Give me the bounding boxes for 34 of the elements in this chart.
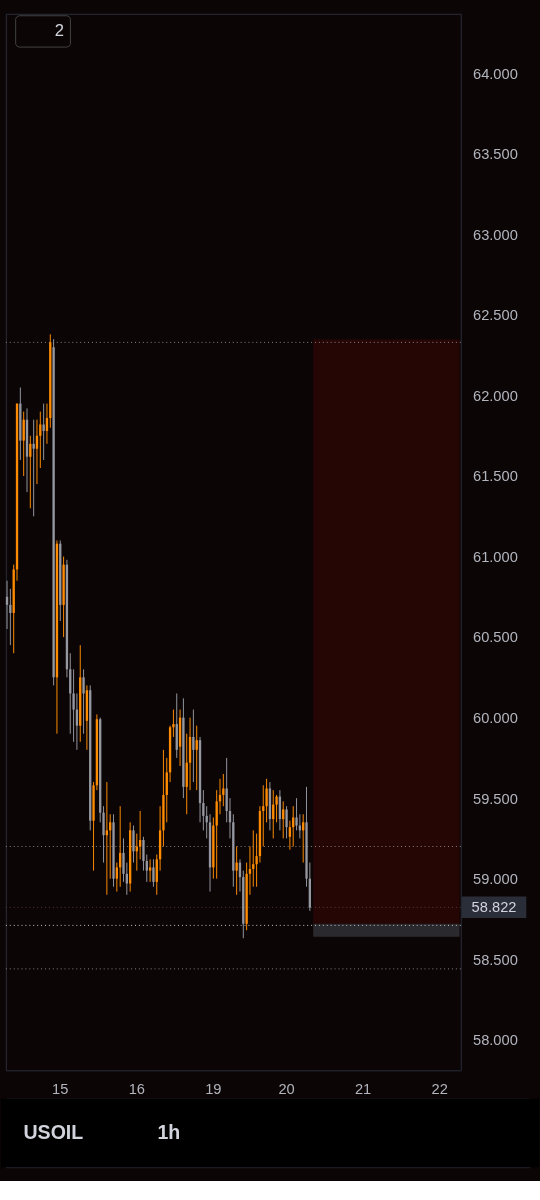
text: USOIL: [23, 1120, 84, 1143]
y-tick-label: 58.500: [472, 951, 518, 968]
y-tick-label: 60.500: [472, 629, 518, 646]
x-tick-label: 16: [128, 1081, 145, 1098]
y-tick-label: 62.000: [472, 387, 518, 404]
y-tick-label: 60.000: [472, 710, 518, 727]
candlestick: [152, 858, 155, 888]
candlestick: [115, 862, 119, 893]
annotation: 2: [54, 21, 65, 41]
y-tick-label: 58.000: [472, 1032, 518, 1049]
candlestick: [148, 858, 152, 883]
x-tick-label: 15: [52, 1081, 69, 1098]
candlestick: [285, 805, 288, 839]
y-tick-label: 62.500: [472, 307, 518, 324]
candlestick: [82, 668, 85, 735]
y-tick-label: 63.500: [472, 146, 518, 163]
y-tick-label: 59.500: [472, 790, 518, 807]
text: 1h: [157, 1120, 181, 1143]
candlestick: [32, 419, 35, 517]
y-tick-label: 64.000: [472, 65, 518, 82]
x-tick-label: 19: [205, 1081, 222, 1098]
candlestick: [105, 781, 109, 896]
candlestick: [235, 845, 238, 896]
x-tick-label: 22: [431, 1081, 448, 1098]
y-tick-label: 59.000: [472, 871, 518, 888]
candlestick: [132, 825, 135, 864]
candlestick: [192, 709, 195, 783]
x-tick-label: 21: [354, 1081, 372, 1098]
ref-line-label: 58.822: [471, 899, 517, 916]
x-tick-label: 20: [278, 1081, 295, 1098]
y-tick-label: 61.500: [472, 468, 518, 485]
y-tick-label: 61.000: [472, 548, 518, 565]
y-tick-label: 63.000: [472, 226, 518, 243]
candlestick: [42, 403, 45, 461]
